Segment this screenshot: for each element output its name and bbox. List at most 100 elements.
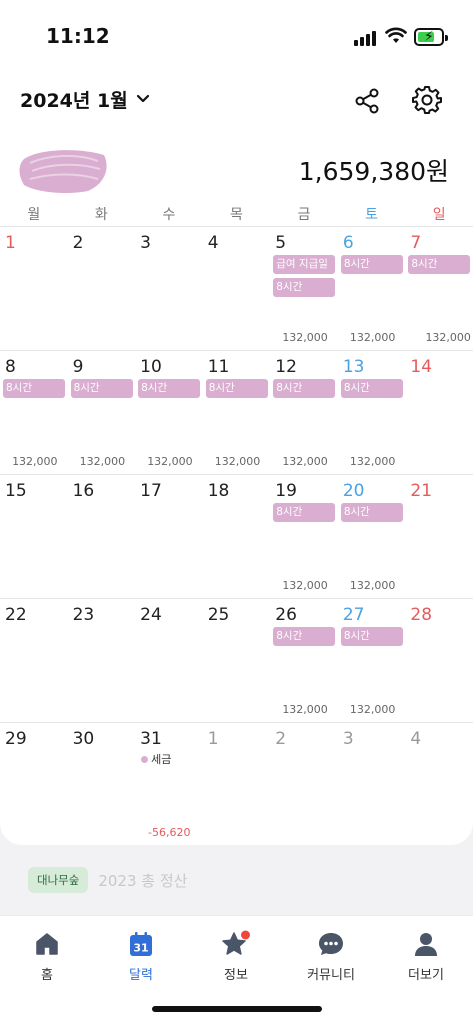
work-shift-chip[interactable]: 8시간 — [340, 379, 403, 398]
calendar-day-cell[interactable]: 2 — [270, 723, 338, 846]
notification-dot — [241, 930, 250, 940]
avatar — [19, 150, 107, 193]
day-number: 20 — [342, 481, 365, 501]
calendar-day-cell[interactable]: 27 8시간 132,000 — [338, 599, 406, 722]
work-shift-chip[interactable]: 8시간 — [3, 379, 65, 398]
calendar-day-cell[interactable]: 17 — [135, 475, 203, 598]
calendar-day-cell[interactable]: 3 — [338, 723, 406, 846]
calendar-day-cell[interactable]: 31 세금 — [135, 723, 203, 846]
work-shift-chip[interactable]: 8시간 — [273, 627, 336, 646]
day-number: 14 — [410, 357, 433, 377]
calendar-day-cell[interactable]: 8 8시간 132,000 — [0, 351, 68, 474]
calendar-day-cell[interactable]: 13 8시간 132,000 — [338, 351, 406, 474]
calendar-day-cell[interactable]: 26 8시간 132,000 — [270, 599, 338, 722]
day-number: 13 — [342, 357, 365, 377]
calendar-day-cell[interactable]: 7 8시간 132,000 — [405, 227, 473, 350]
work-shift-chip[interactable]: 8시간 — [70, 379, 133, 398]
day-number: 8 — [5, 357, 16, 377]
tab-bar: 홈 31 달력 정보 커뮤니티 더보기 — [0, 915, 473, 1024]
calendar-day-cell[interactable]: 22 — [0, 599, 68, 722]
calendar-day-cell[interactable]: 28 — [405, 599, 473, 722]
calendar-day-cell[interactable]: 16 — [68, 475, 136, 598]
calendar-day-cell[interactable]: 15 — [0, 475, 68, 598]
day-number: 31 — [140, 729, 162, 749]
work-shift-chip[interactable]: 8시간 — [408, 255, 471, 274]
calendar-day-cell[interactable]: 3 — [135, 227, 203, 350]
wifi-icon — [385, 27, 407, 43]
tax-tag[interactable]: 세금 — [141, 751, 171, 767]
calendar-day-cell[interactable]: 23 — [68, 599, 136, 722]
weekday-label: 일 — [432, 207, 446, 223]
calendar-day-cell[interactable]: 12 8시간 132,000 — [270, 351, 338, 474]
header: 2024년 1월 — [0, 78, 473, 122]
day-number: 3 — [140, 233, 151, 253]
calendar-day-cell[interactable]: 29 — [0, 723, 68, 846]
calendar-day-cell[interactable]: 25 — [203, 599, 271, 722]
day-number: 18 — [207, 481, 230, 501]
calendar-day-cell[interactable]: 30 — [68, 723, 136, 846]
settlement-banner[interactable]: 대나무숲 2023 총 정산 — [28, 867, 187, 893]
tab-calendar[interactable]: 31 달력 — [96, 930, 186, 983]
tab-info[interactable]: 정보 — [191, 930, 281, 983]
day-number: 4 — [410, 729, 422, 749]
day-number: 24 — [140, 605, 162, 625]
day-number: 4 — [207, 233, 219, 253]
calendar-day-cell[interactable]: 11 8시간 132,000 — [203, 351, 271, 474]
work-shift-chip[interactable]: 8시간 — [340, 503, 403, 522]
calendar-day-cell[interactable]: 1 — [203, 723, 271, 846]
tab-home[interactable]: 홈 — [2, 930, 92, 983]
day-number: 30 — [72, 729, 95, 749]
day-earnings: 132,000 — [349, 703, 396, 716]
calendar-day-cell[interactable]: 6 8시간 132,000 — [338, 227, 406, 350]
day-earnings: 132,000 — [282, 331, 328, 344]
calendar-day-cell[interactable]: 18 — [203, 475, 271, 598]
calendar-day-cell[interactable]: 10 8시간 132,000 — [135, 351, 203, 474]
work-shift-chip[interactable]: 8시간 — [273, 503, 336, 522]
calendar-day-cell[interactable]: 4 — [203, 227, 271, 350]
bamboo-forest-badge[interactable]: 대나무숲 — [28, 867, 89, 893]
gear-icon[interactable] — [410, 83, 444, 117]
day-number: 2 — [72, 233, 84, 253]
work-shift-chip[interactable]: 8시간 — [340, 255, 403, 274]
day-earnings: 132,000 — [79, 455, 126, 468]
calendar-day-cell[interactable]: 14 — [405, 351, 473, 474]
day-number: 19 — [275, 481, 297, 501]
calendar-day-cell[interactable]: 2 — [68, 227, 136, 350]
day-number: 11 — [207, 357, 230, 377]
day-number: 28 — [410, 605, 433, 625]
calendar-week-row: 8 8시간 132,000 9 8시간 132,000 10 8시간 132,000 11 8시간 1… — [0, 350, 473, 474]
status-bar: 11:12 ⚡ — [0, 0, 473, 76]
calendar-day-cell[interactable]: 9 8시간 132,000 — [68, 351, 136, 474]
day-number: 16 — [72, 481, 95, 501]
day-number: 29 — [5, 729, 27, 749]
month-picker-button[interactable]: 2024년 1월 — [20, 86, 150, 113]
tab-community[interactable]: 커뮤니티 — [286, 930, 376, 983]
calendar-week-row: 22 23 24 25 26 8시간 132,000 27 8시간 132,000 28 — [0, 598, 473, 722]
work-shift-chip[interactable]: 8시간 — [273, 278, 336, 297]
work-shift-chip[interactable]: 급여 지급일 — [273, 255, 336, 274]
work-shift-chip[interactable]: 8시간 — [340, 627, 403, 646]
calendar-day-cell[interactable]: 19 8시간 132,000 — [270, 475, 338, 598]
day-number: 1 — [207, 729, 219, 749]
calendar-day-cell[interactable]: 5 급여 지급일 8시간 132,000 — [270, 227, 338, 350]
calendar-day-cell[interactable]: 4 — [405, 723, 473, 846]
day-number: 15 — [5, 481, 27, 501]
day-number: 1 — [5, 233, 16, 253]
work-shift-chip[interactable]: 8시간 — [273, 379, 336, 398]
work-shift-chip[interactable]: 8시간 — [138, 379, 201, 398]
calendar-day-cell[interactable]: 24 — [135, 599, 203, 722]
work-shift-chip[interactable]: 8시간 — [205, 379, 268, 398]
day-number: 12 — [275, 357, 297, 377]
day-number: 23 — [72, 605, 95, 625]
calendar-day-cell[interactable]: 1 — [0, 227, 68, 350]
day-earnings: 132,000 — [147, 455, 193, 468]
day-earnings: 132,000 — [282, 455, 328, 468]
day-earnings: 132,000 — [425, 331, 471, 344]
tab-more[interactable]: 더보기 — [381, 930, 471, 983]
day-number: 9 — [72, 357, 84, 377]
calendar-day-cell[interactable]: 20 8시간 132,000 — [338, 475, 406, 598]
svg-text:31: 31 — [133, 942, 148, 955]
calendar-day-cell[interactable]: 21 — [405, 475, 473, 598]
day-number: 21 — [410, 481, 433, 501]
share-icon[interactable] — [350, 84, 384, 118]
